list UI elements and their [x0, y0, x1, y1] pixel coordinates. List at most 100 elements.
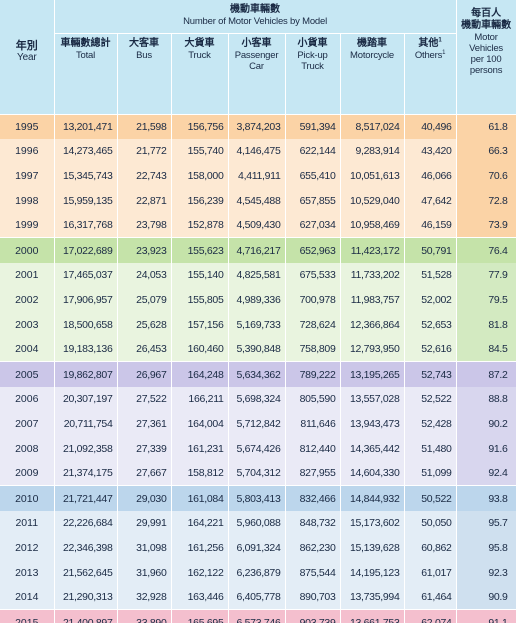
others-cell: 47,642 — [404, 188, 457, 214]
year-cell: 2006 — [0, 386, 55, 412]
moto-cell: 11,983,757 — [340, 287, 405, 313]
column-header-zh: 其他1 — [418, 37, 442, 49]
others-cell: 61,464 — [404, 585, 457, 610]
total-cell: 18,500,658 — [54, 312, 118, 338]
column-header-en: Bus — [136, 49, 152, 61]
year-cell: 2009 — [0, 461, 55, 486]
per100-cell: 90.9 — [456, 585, 516, 610]
bus-cell: 25,079 — [117, 287, 172, 313]
year-cell: 2011 — [0, 510, 55, 536]
per100-cell: 87.2 — [456, 361, 516, 387]
year-cell: 2013 — [0, 560, 55, 586]
moto-cell: 13,735,994 — [340, 585, 405, 610]
table-row: 2008 21,092,358 27,339 161,231 5,674,426 812,… — [0, 436, 516, 462]
others-cell: 40,496 — [404, 113, 457, 139]
bus-cell: 22,871 — [117, 188, 172, 214]
per100-cell: 72.8 — [456, 188, 516, 214]
year-header-en: Year — [17, 52, 37, 63]
per100-cell: 88.8 — [456, 386, 516, 412]
car-cell: 4,989,336 — [228, 287, 286, 313]
per100-cell: 73.9 — [456, 213, 516, 238]
others-cell: 51,099 — [404, 461, 457, 486]
bus-cell: 26,453 — [117, 337, 172, 362]
year-cell: 2008 — [0, 436, 55, 462]
column-header-en: Total — [75, 49, 96, 61]
per100-cell: 91.1 — [456, 609, 516, 623]
pickup-cell: 591,394 — [285, 113, 341, 139]
car-cell: 5,674,426 — [228, 436, 286, 462]
others-cell: 50,522 — [404, 485, 457, 511]
moto-cell: 11,733,202 — [340, 262, 405, 288]
truck-cell: 164,221 — [171, 510, 229, 536]
moto-cell: 13,661,753 — [340, 609, 405, 623]
car-cell: 4,716,217 — [228, 237, 286, 263]
total-cell: 21,374,175 — [54, 461, 118, 486]
year-header: 年別 Year — [0, 0, 55, 114]
column-header: 機踏車 Motorcycle — [340, 33, 405, 114]
truck-cell: 155,140 — [171, 262, 229, 288]
car-cell: 5,712,842 — [228, 411, 286, 437]
moto-cell: 10,958,469 — [340, 213, 405, 238]
others-cell: 50,791 — [404, 237, 457, 263]
car-cell: 5,390,848 — [228, 337, 286, 362]
per100-cell: 92.3 — [456, 560, 516, 586]
truck-cell: 163,446 — [171, 585, 229, 610]
car-cell: 4,509,430 — [228, 213, 286, 238]
total-cell: 16,317,768 — [54, 213, 118, 238]
per100-cell: 90.2 — [456, 411, 516, 437]
group-header-en: Number of Motor Vehicles by Model — [183, 16, 327, 27]
pickup-cell: 789,222 — [285, 361, 341, 387]
column-header-en: Motorcycle — [350, 49, 394, 61]
truck-cell: 160,460 — [171, 337, 229, 362]
total-cell: 19,183,136 — [54, 337, 118, 362]
truck-cell: 155,805 — [171, 287, 229, 313]
others-cell: 51,528 — [404, 262, 457, 288]
truck-cell: 162,122 — [171, 560, 229, 586]
year-cell: 2002 — [0, 287, 55, 313]
table-row: 1995 13,201,471 21,598 156,756 3,874,203 591,… — [0, 113, 516, 139]
bus-cell: 27,361 — [117, 411, 172, 437]
car-cell: 5,169,733 — [228, 312, 286, 338]
per100-cell: 77.9 — [456, 262, 516, 288]
moto-cell: 13,557,028 — [340, 386, 405, 412]
table-row: 2011 22,226,684 29,991 164,221 5,960,088 848,… — [0, 510, 516, 536]
total-cell: 21,290,313 — [54, 585, 118, 610]
per100-cell: 95.8 — [456, 535, 516, 561]
moto-cell: 14,604,330 — [340, 461, 405, 486]
year-cell: 2007 — [0, 411, 55, 437]
bus-cell: 29,030 — [117, 485, 172, 511]
moto-cell: 13,943,473 — [340, 411, 405, 437]
total-cell: 22,226,684 — [54, 510, 118, 536]
moto-cell: 10,051,613 — [340, 163, 405, 189]
column-header-zh: 機踏車 — [357, 37, 387, 49]
truck-cell: 161,256 — [171, 535, 229, 561]
table-row: 2002 17,906,957 25,079 155,805 4,989,336 700,… — [0, 287, 516, 313]
table-row: 2005 19,862,807 26,967 164,248 5,634,362 789,… — [0, 361, 516, 387]
total-cell: 20,711,754 — [54, 411, 118, 437]
per100-cell: 84.5 — [456, 337, 516, 362]
per100-cell: 91.6 — [456, 436, 516, 462]
table-row: 2009 21,374,175 27,667 158,812 5,704,312 827,… — [0, 461, 516, 486]
group-header: 機動車輛數 Number of Motor Vehicles by Model — [54, 0, 457, 34]
column-header: 小貨車 Pick-up Truck — [285, 33, 341, 114]
others-cell: 46,066 — [404, 163, 457, 189]
column-header-zh: 大貨車 — [184, 37, 215, 49]
column-header-en: Car — [249, 60, 264, 72]
pickup-cell: 652,963 — [285, 237, 341, 263]
others-cell: 52,743 — [404, 361, 457, 387]
per100-cell: 93.8 — [456, 485, 516, 511]
total-cell: 14,273,465 — [54, 138, 118, 164]
total-cell: 17,465,037 — [54, 262, 118, 288]
bus-cell: 23,923 — [117, 237, 172, 263]
car-cell: 4,146,475 — [228, 138, 286, 164]
year-cell: 2005 — [0, 361, 55, 387]
table-row: 2010 21,721,447 29,030 161,084 5,803,413 832,… — [0, 485, 516, 511]
truck-cell: 157,156 — [171, 312, 229, 338]
moto-cell: 12,366,864 — [340, 312, 405, 338]
column-header-zh: 車輛數總計 — [60, 37, 111, 49]
car-cell: 6,405,778 — [228, 585, 286, 610]
column-header-zh: 小客車 — [241, 37, 272, 49]
moto-cell: 15,139,628 — [340, 535, 405, 561]
per100-cell: 70.6 — [456, 163, 516, 189]
table-row: 2007 20,711,754 27,361 164,004 5,712,842 811,… — [0, 411, 516, 437]
